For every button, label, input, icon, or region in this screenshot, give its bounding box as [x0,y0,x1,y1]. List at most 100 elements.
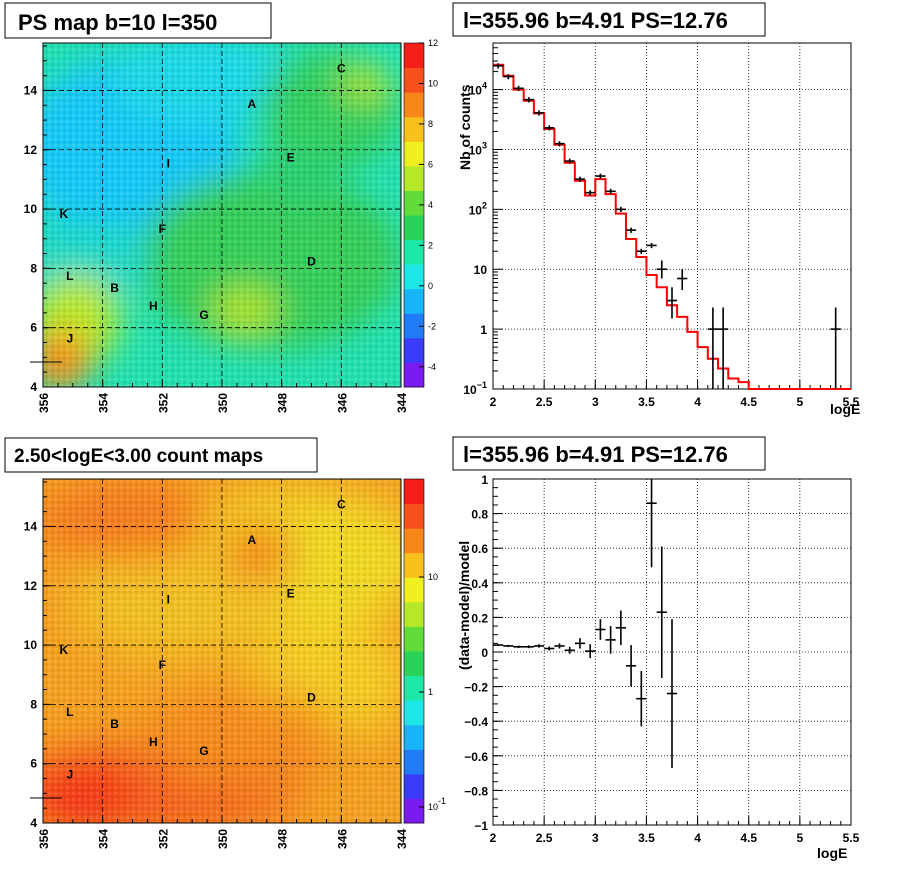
spectrum-data-point [513,85,524,92]
spectrum-data-point [605,188,616,195]
x-tick-label: 350 [216,829,230,849]
x-tick-label: 5 [797,395,804,409]
source-label: F [159,658,166,672]
x-tick-label: 344 [395,393,409,413]
source-label: L [66,705,73,719]
source-label: A [247,97,256,111]
y-tick-label: 8 [30,697,37,711]
y-tick-label: −0.4 [464,715,488,729]
residual-ylabel: (data-model)/model [456,541,472,670]
residual-data-point [554,643,565,649]
residual-data-point [574,638,586,649]
x-tick-label: 2 [490,395,497,409]
x-tick-label: 4 [694,831,701,845]
x-tick-label: 356 [37,829,51,849]
count-map-x-axis: 356 354 352 350 348 346 344 [37,815,409,849]
spectrum-data-point [646,242,657,249]
residual-data-point [636,671,647,727]
y-tick-label: −0.8 [464,784,488,798]
y-tick-label: 4 [30,380,37,394]
residual-y-axis: 1 0.8 0.6 0.4 0.2 0 −0.2 −0.4 −0.6 −0.8 −1 [464,473,503,833]
residual-data-point [595,619,606,640]
y-tick-label: −1 [474,819,488,833]
count-map-title: 2.50<logE<3.00 count maps [14,446,263,467]
residual-panel: 2 2.5 3 3.5 4 4.5 5 5.5 1 0.8 0.6 0.4 0.2 0 −0.2 −0.4 −… [452,436,860,861]
spectrum-data-point [636,248,647,254]
residual-xlabel: logE [817,845,847,861]
x-tick-label: 3.5 [638,831,655,845]
colorbar-segment [404,362,424,388]
source-label: K [60,643,69,657]
spectrum-data-points [493,63,841,389]
y-tick-label: 103 [469,140,487,157]
residual-data-point [585,644,596,659]
spectrum-data-point [503,74,514,80]
ps-map-source-labels: C A E I K F D L B H G J [60,62,346,346]
x-tick-label: 3.5 [638,395,655,409]
y-tick-label: 0.6 [471,542,488,556]
source-label: L [66,269,73,283]
colorbar-segment [404,675,424,701]
spectrum-data-point [830,307,841,389]
spectrum-data-point [666,287,678,319]
ps-map-colorbar: 12 10 8 6 4 2 0 -2 -4 [403,38,438,388]
residual-data-point [503,644,514,647]
y-tick-label: 10 [474,263,488,277]
colorbar-tick-label: 2 [428,240,433,250]
residual-data-point [656,546,667,678]
colorbar-tick-label: 1 [428,687,433,697]
x-tick-label: 346 [335,393,349,413]
x-tick-label: 356 [37,393,51,413]
residual-data-point [523,645,534,649]
source-label: J [67,768,74,782]
residual-data-point [646,479,657,568]
spectrum-model-line [493,63,851,390]
colorbar-tick-label: 12 [428,38,438,48]
source-label: I [167,157,170,171]
colorbar-segment [404,601,424,627]
y-tick-label: 4 [30,816,37,830]
colorbar-segment [404,43,424,69]
y-tick-label: 6 [30,757,37,771]
source-label: K [60,207,69,221]
spectrum-data-point [707,307,719,389]
x-tick-label: 348 [276,829,290,849]
count-map-panel: 356 354 352 350 348 346 344 4 6 8 10 12 14 C A E I K F D L… [4,437,446,849]
y-tick-label: 10 [24,202,38,216]
spectrum-data-point [718,307,729,389]
y-tick-label: 0 [481,646,488,660]
colorbar-segment [404,92,424,118]
residual-data-point [605,626,616,654]
source-label: B [110,717,119,731]
ps-map-title-box: PS map b=10 l=350 [4,2,272,39]
colorbar-segment [404,700,424,726]
source-label: H [149,735,158,749]
spectrum-data-point [585,190,596,196]
x-tick-label: 346 [335,829,349,849]
y-tick-label: −0.6 [464,750,488,764]
source-label: I [167,593,170,607]
residual-data-point [666,619,678,768]
spectrum-xlabel: logE [830,401,860,417]
y-tick-label: 10 [24,638,38,652]
colorbar-segment [404,165,424,191]
residual-data-point [615,610,626,646]
source-label: G [199,308,208,322]
spectrum-data-point [493,63,504,69]
residual-title-box: l=355.96 b=4.91 PS=12.76 [452,436,766,471]
y-tick-label: 0.4 [471,577,488,591]
spectrum-data-point [533,110,545,116]
colorbar-segment [404,503,424,529]
ps-map-x-axis: 356 354 352 350 348 346 344 [37,379,409,413]
y-tick-label: 6 [30,321,37,335]
x-tick-label: 354 [97,829,111,849]
residual-data-point [493,644,504,646]
colorbar-segment [404,116,424,142]
source-label: G [199,744,208,758]
y-tick-label: 0.2 [471,611,488,625]
x-tick-label: 350 [216,393,230,413]
source-label: D [307,690,316,704]
source-label: C [337,498,346,512]
x-tick-label: 4 [694,395,701,409]
colorbar-segment [404,479,424,505]
